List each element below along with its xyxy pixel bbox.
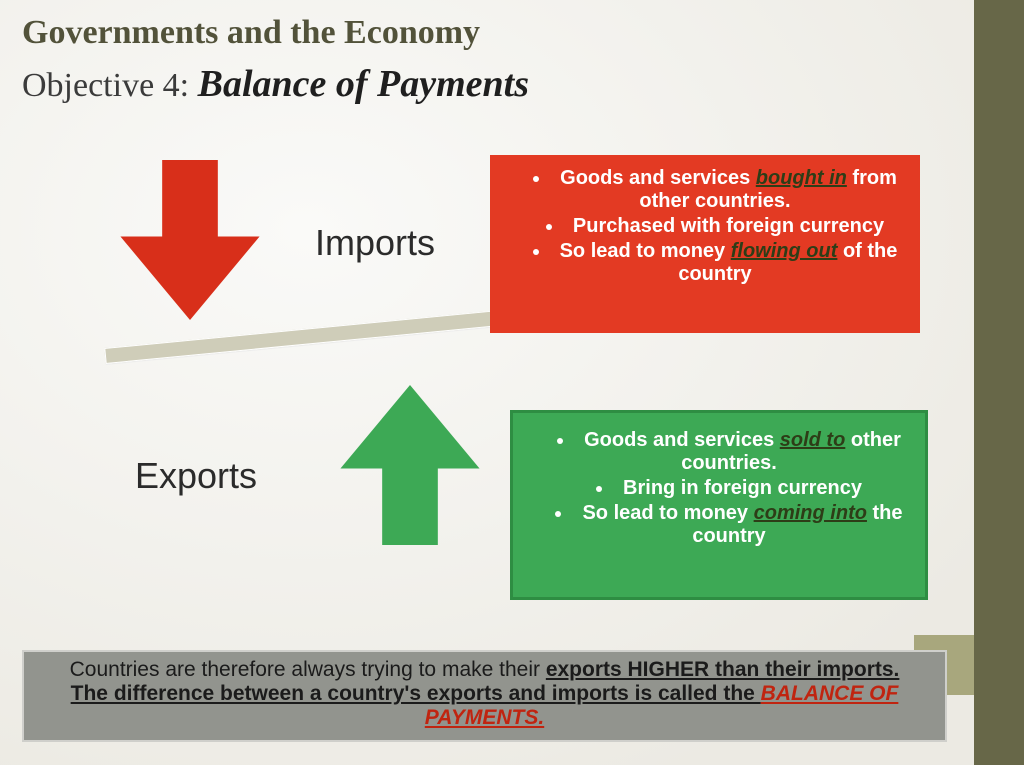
summary-line1-a: Countries are therefore always trying to… <box>70 658 546 681</box>
page-subtitle: Objective 4: Balance of Payments <box>22 62 529 106</box>
imports-info-box: Goods and services bought in from other … <box>490 155 920 333</box>
imports-list-item: Goods and services bought in from other … <box>528 167 902 213</box>
subtitle-prefix: Objective 4: <box>22 67 198 104</box>
emph-text: coming into <box>754 502 867 524</box>
exports-list: Goods and services sold to other countri… <box>531 429 907 548</box>
emph-text: bought in <box>756 167 847 189</box>
summary-box: Countries are therefore always trying to… <box>22 650 947 742</box>
imports-list-item: So lead to money flowing out of the coun… <box>528 240 902 286</box>
side-stripe <box>974 0 1024 765</box>
exports-list-item: So lead to money coming into the country <box>551 502 907 548</box>
text: Goods and services <box>584 429 780 451</box>
text: So lead to money <box>582 502 753 524</box>
exports-list-item: Goods and services sold to other countri… <box>551 429 907 475</box>
subtitle-emph: Balance of Payments <box>198 63 529 105</box>
imports-list: Goods and services bought in from other … <box>508 167 902 286</box>
page-title: Governments and the Economy <box>22 14 480 52</box>
text: So lead to money <box>560 240 731 262</box>
imports-list-item: Purchased with foreign currency <box>528 215 902 238</box>
imports-label: Imports <box>315 222 435 264</box>
up-arrow-icon <box>340 385 480 545</box>
summary-line2-a: The difference between a country's expor… <box>71 682 761 705</box>
emph-text: flowing out <box>731 240 838 262</box>
down-arrow-icon <box>120 160 260 320</box>
exports-label: Exports <box>135 455 257 497</box>
exports-info-box: Goods and services sold to other countri… <box>510 410 928 600</box>
exports-list-item: Bring in foreign currency <box>551 477 907 500</box>
slide: Governments and the Economy Objective 4:… <box>0 0 1024 765</box>
summary-line1-b: exports HIGHER than their imports. <box>546 658 900 681</box>
emph-text: sold to <box>780 429 846 451</box>
text: Goods and services <box>560 167 756 189</box>
